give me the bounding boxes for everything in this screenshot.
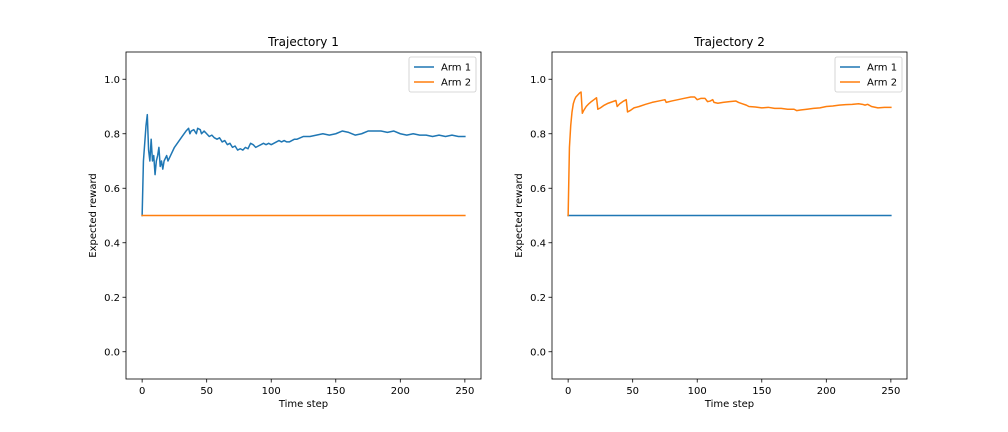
subplot-trajectory-2: 0 50 100 150 200 250 0.0 0.2 0.4 0.6 0.8 1.0 Traject… — [514, 35, 908, 410]
x-tick-label: 250 — [881, 386, 900, 397]
y-axis-label: Expected reward — [514, 173, 525, 257]
legend-label: Arm 2 — [867, 78, 897, 89]
x-tick-label: 150 — [752, 386, 771, 397]
y-tick-label: 0.2 — [104, 293, 120, 304]
y-tick-label: 0.0 — [530, 347, 546, 358]
y-tick-label: 1.0 — [104, 75, 120, 86]
x-tick-label: 50 — [200, 386, 213, 397]
legend-box — [834, 56, 903, 93]
legend-label: Arm 1 — [867, 63, 897, 74]
legend-box — [408, 56, 477, 93]
axes-frame — [125, 51, 482, 380]
legend: Arm 1 Arm 2 — [408, 56, 477, 93]
y-axis-label: Expected reward — [88, 173, 99, 257]
x-tick-label: 250 — [455, 386, 474, 397]
legend-label: Arm 1 — [441, 63, 471, 74]
x-tick-label: 50 — [626, 386, 639, 397]
y-tick-label: 0.2 — [530, 293, 546, 304]
series-line-arm-1 — [141, 113, 466, 217]
x-tick-label: 0 — [139, 386, 145, 397]
legend: Arm 1 Arm 2 — [834, 56, 903, 93]
x-axis-label: Time step — [704, 399, 754, 410]
x-tick-label: 200 — [817, 386, 836, 397]
y-tick-label: 0.8 — [530, 129, 546, 140]
y-tick-label: 0.8 — [104, 129, 120, 140]
series-line-arm-2 — [567, 91, 892, 217]
x-tick-label: 150 — [326, 386, 345, 397]
y-tick-label: 0.4 — [530, 238, 546, 249]
y-tick-label: 0.6 — [104, 184, 120, 195]
y-tick-label: 0.4 — [104, 238, 120, 249]
y-tick-label: 1.0 — [530, 75, 546, 86]
chart-title: Trajectory 2 — [693, 35, 765, 49]
x-tick-label: 100 — [262, 386, 281, 397]
legend-label: Arm 2 — [441, 78, 471, 89]
x-tick-label: 0 — [565, 386, 571, 397]
x-tick-label: 200 — [391, 386, 410, 397]
y-tick-label: 0.6 — [530, 184, 546, 195]
y-tick-label: 0.0 — [104, 347, 120, 358]
axes-frame — [551, 51, 908, 380]
x-axis-label: Time step — [278, 399, 328, 410]
subplot-trajectory-1: 0 50 100 150 200 250 0.0 0.2 0.4 0.6 0.8 1.0 Traject… — [88, 35, 482, 410]
x-tick-label: 100 — [688, 386, 707, 397]
chart-title: Trajectory 1 — [267, 35, 339, 49]
